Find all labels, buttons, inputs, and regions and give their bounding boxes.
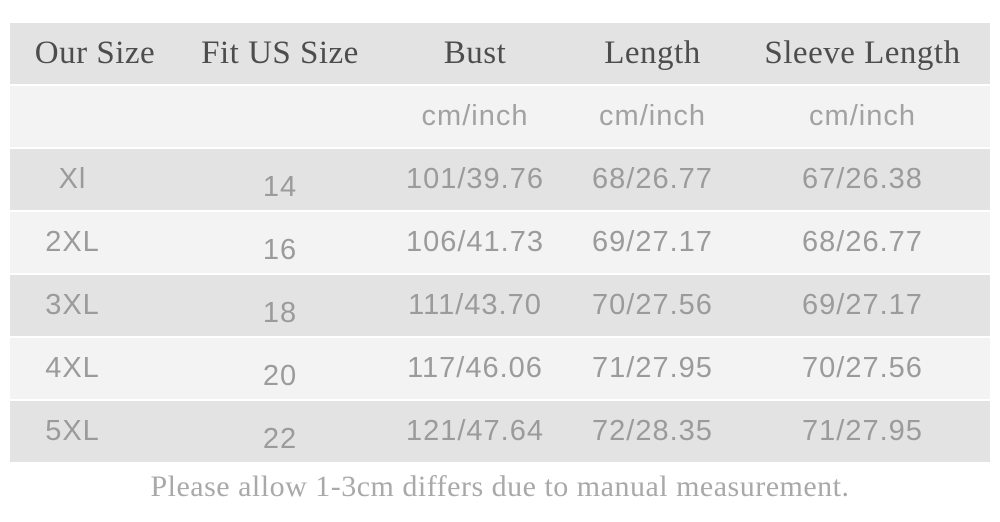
unit-cell: cm/inch bbox=[735, 86, 990, 147]
table-cell: 20 bbox=[180, 338, 380, 399]
cell-value: 16 bbox=[262, 234, 298, 266]
cell-value: 18 bbox=[262, 297, 298, 329]
table-row: 5XL 22 121/47.64 72/28.35 71/27.95 bbox=[10, 401, 990, 462]
cell-value: 68/26.77 bbox=[592, 163, 713, 195]
cell-value: 72/28.35 bbox=[592, 415, 713, 447]
table-cell: 18 bbox=[180, 275, 380, 336]
unit-cell: cm/inch bbox=[380, 86, 570, 147]
table-row: 3XL 18 111/43.70 70/27.56 69/27.17 bbox=[10, 275, 990, 336]
table-cell: 101/39.76 bbox=[380, 149, 570, 210]
cell-value: 69/27.17 bbox=[592, 226, 713, 258]
cell-value: 2XL bbox=[45, 226, 100, 258]
unit-cell: cm/inch bbox=[570, 86, 735, 147]
table-cell: 70/27.56 bbox=[735, 338, 990, 399]
table-row: Xl 14 101/39.76 68/26.77 67/26.38 bbox=[10, 149, 990, 210]
table-cell: 14 bbox=[180, 149, 380, 210]
cell-value: 70/27.56 bbox=[802, 352, 923, 384]
unit-cell bbox=[10, 86, 180, 147]
size-chart-body: Xl 14 101/39.76 68/26.77 67/26.38 2XL 16 106/41… bbox=[10, 149, 990, 462]
table-cell: 3XL bbox=[10, 275, 180, 336]
cell-value: 71/27.95 bbox=[802, 415, 923, 447]
table-cell: 69/27.17 bbox=[570, 212, 735, 273]
cell-value: 117/46.06 bbox=[407, 352, 543, 384]
table-cell: 67/26.38 bbox=[735, 149, 990, 210]
table-cell: 5XL bbox=[10, 401, 180, 462]
cell-value: 106/41.73 bbox=[405, 226, 544, 258]
table-cell: 4XL bbox=[10, 338, 180, 399]
cell-value: 14 bbox=[262, 171, 298, 203]
cell-value: 111/43.70 bbox=[408, 289, 542, 321]
cell-value: 5XL bbox=[45, 415, 100, 447]
table-row: 4XL 20 117/46.06 71/27.95 70/27.56 bbox=[10, 338, 990, 399]
table-cell: 71/27.95 bbox=[735, 401, 990, 462]
table-row: 2XL 16 106/41.73 69/27.17 68/26.77 bbox=[10, 212, 990, 273]
table-cell: 68/26.77 bbox=[570, 149, 735, 210]
cell-value: 3XL bbox=[45, 289, 100, 321]
cell-value: 20 bbox=[262, 360, 298, 392]
table-cell: 121/47.64 bbox=[380, 401, 570, 462]
size-chart-table: Our Size Fit US Size Bust Length Sleeve Leng… bbox=[10, 21, 990, 464]
table-cell: 117/46.06 bbox=[380, 338, 570, 399]
measurement-note: Please allow 1-3cm differs due to manual… bbox=[150, 470, 850, 503]
table-cell: 111/43.70 bbox=[380, 275, 570, 336]
table-cell: 72/28.35 bbox=[570, 401, 735, 462]
unit-row: cm/inch cm/inch cm/inch bbox=[10, 86, 990, 147]
table-cell: 106/41.73 bbox=[380, 212, 570, 273]
cell-value: 69/27.17 bbox=[802, 289, 923, 321]
column-header: Fit US Size bbox=[180, 23, 380, 84]
cell-value: 68/26.77 bbox=[802, 226, 923, 258]
column-header: Our Size bbox=[10, 23, 180, 84]
table-cell: 16 bbox=[180, 212, 380, 273]
cell-value: 22 bbox=[262, 423, 298, 455]
table-cell: 71/27.95 bbox=[570, 338, 735, 399]
cell-value: 70/27.56 bbox=[592, 289, 713, 321]
size-chart-container: Our Size Fit US Size Bust Length Sleeve Leng… bbox=[10, 21, 990, 503]
column-header: Bust bbox=[380, 23, 570, 84]
cell-value: 101/39.76 bbox=[405, 163, 544, 195]
unit-cell bbox=[180, 86, 380, 147]
header-row: Our Size Fit US Size Bust Length Sleeve Leng… bbox=[10, 23, 990, 84]
table-cell: 70/27.56 bbox=[570, 275, 735, 336]
cell-value: 121/47.64 bbox=[405, 415, 544, 447]
cell-value: 4XL bbox=[45, 352, 100, 384]
column-header: Sleeve Length bbox=[735, 23, 990, 84]
cell-value: 71/27.95 bbox=[592, 352, 713, 384]
table-cell: 68/26.77 bbox=[735, 212, 990, 273]
cell-value: Xl bbox=[58, 163, 87, 195]
table-cell: 22 bbox=[180, 401, 380, 462]
cell-value: 67/26.38 bbox=[802, 163, 923, 195]
table-cell: 2XL bbox=[10, 212, 180, 273]
table-cell: 69/27.17 bbox=[735, 275, 990, 336]
table-cell: Xl bbox=[10, 149, 180, 210]
column-header: Length bbox=[570, 23, 735, 84]
